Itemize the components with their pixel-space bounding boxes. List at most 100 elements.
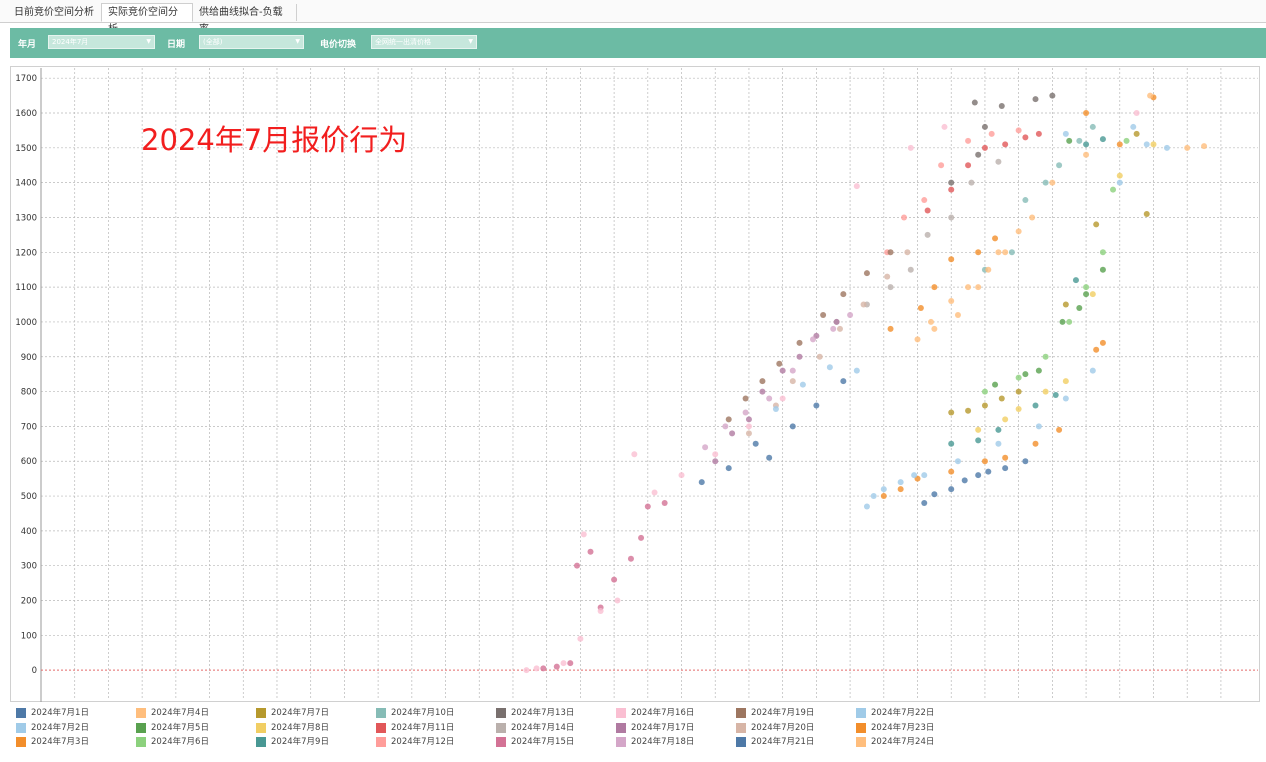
data-point bbox=[995, 440, 1002, 447]
filter-label-price: 电价切换 bbox=[320, 40, 357, 50]
data-point bbox=[887, 249, 894, 256]
data-point bbox=[1083, 141, 1090, 148]
data-point bbox=[914, 336, 921, 343]
price-select[interactable]: 全网统一出清价格 ▼ bbox=[371, 35, 477, 49]
legend-label: 2024年7月11日 bbox=[391, 722, 455, 733]
data-point bbox=[725, 416, 732, 423]
data-point bbox=[1002, 141, 1009, 148]
data-point bbox=[1143, 210, 1150, 217]
data-point bbox=[644, 503, 651, 510]
chart-points bbox=[523, 92, 1208, 674]
data-point bbox=[1022, 134, 1029, 141]
legend-swatch bbox=[496, 722, 506, 733]
data-point bbox=[759, 388, 766, 395]
legend-label: 2024年7月20日 bbox=[751, 722, 815, 733]
tab-actual-space[interactable]: 实际竞价空间分析 bbox=[101, 3, 193, 35]
data-point bbox=[1099, 339, 1106, 346]
data-point bbox=[1099, 266, 1106, 273]
data-point bbox=[971, 99, 978, 106]
data-point bbox=[836, 325, 843, 332]
legend-label: 2024年7月18日 bbox=[631, 737, 695, 747]
data-point bbox=[1022, 371, 1029, 378]
data-point bbox=[975, 437, 982, 444]
y-tick-label: 1400 bbox=[15, 179, 37, 189]
data-point bbox=[1002, 249, 1009, 256]
data-point bbox=[833, 318, 840, 325]
data-point bbox=[1110, 186, 1117, 193]
data-point bbox=[998, 103, 1005, 110]
legend-label: 2024年7月9日 bbox=[271, 737, 329, 747]
data-point bbox=[651, 489, 658, 496]
data-point bbox=[931, 491, 938, 498]
data-point bbox=[1032, 402, 1039, 409]
data-point bbox=[1059, 318, 1066, 325]
legend-label: 2024年7月17日 bbox=[631, 722, 695, 733]
data-point bbox=[954, 311, 961, 318]
legend-swatch bbox=[736, 737, 746, 747]
data-point bbox=[870, 493, 877, 500]
data-point bbox=[627, 555, 634, 562]
data-point bbox=[1116, 172, 1123, 179]
tab-dayahead-space[interactable]: 日前竞价空间分析 bbox=[8, 4, 102, 21]
legend-label: 2024年7月21日 bbox=[751, 737, 815, 747]
data-point bbox=[917, 305, 924, 312]
data-point bbox=[1015, 374, 1022, 381]
data-point bbox=[698, 479, 705, 486]
data-point bbox=[1042, 388, 1049, 395]
data-point bbox=[965, 407, 972, 414]
data-point bbox=[631, 451, 638, 458]
legend-label: 2024年7月2日 bbox=[31, 722, 89, 733]
data-point bbox=[1116, 179, 1123, 186]
data-point bbox=[813, 402, 820, 409]
data-point bbox=[863, 270, 870, 277]
legend-label: 2024年7月3日 bbox=[31, 737, 89, 747]
data-point bbox=[927, 318, 934, 325]
legend-swatch bbox=[736, 708, 746, 718]
y-tick-label: 100 bbox=[21, 631, 37, 641]
chart-title: 2024年7月报价行为 bbox=[141, 123, 407, 157]
month-select[interactable]: 2024年7月 ▼ bbox=[48, 35, 155, 49]
data-point bbox=[1066, 318, 1073, 325]
data-point bbox=[853, 183, 860, 190]
data-point bbox=[863, 503, 870, 510]
legend-label: 2024年7月10日 bbox=[391, 708, 455, 718]
data-point bbox=[1130, 123, 1137, 130]
data-point bbox=[1042, 179, 1049, 186]
y-tick-label: 300 bbox=[21, 562, 37, 572]
data-point bbox=[981, 123, 988, 130]
data-point bbox=[981, 402, 988, 409]
data-point bbox=[820, 311, 827, 318]
data-point bbox=[860, 301, 867, 308]
data-point bbox=[981, 458, 988, 465]
data-point bbox=[961, 477, 968, 484]
legend-label: 2024年7月6日 bbox=[151, 737, 209, 747]
legend-label: 2024年7月7日 bbox=[271, 708, 329, 718]
data-point bbox=[924, 231, 931, 238]
data-point bbox=[948, 440, 955, 447]
data-point bbox=[897, 486, 904, 493]
chart-grid bbox=[40, 68, 1258, 702]
data-point bbox=[729, 430, 736, 437]
data-point bbox=[1123, 137, 1130, 144]
data-point bbox=[638, 534, 645, 541]
data-point bbox=[941, 123, 948, 130]
data-point bbox=[752, 440, 759, 447]
legend-label: 2024年7月15日 bbox=[511, 737, 575, 747]
legend-swatch bbox=[136, 722, 146, 733]
legend-label: 2024年7月19日 bbox=[751, 708, 815, 718]
data-point bbox=[789, 423, 796, 430]
data-point bbox=[998, 395, 1005, 402]
data-point bbox=[702, 444, 709, 451]
data-point bbox=[1032, 440, 1039, 447]
tab-supply-curve-fit[interactable]: 供给曲线拟合-负载率 bbox=[193, 4, 297, 35]
data-point bbox=[816, 353, 823, 360]
y-tick-label: 1600 bbox=[15, 109, 37, 119]
data-point bbox=[1002, 454, 1009, 461]
legend-label: 2024年7月8日 bbox=[271, 722, 329, 733]
data-point bbox=[995, 426, 1002, 433]
legend-label: 2024年7月24日 bbox=[871, 737, 935, 747]
data-point bbox=[1150, 141, 1157, 148]
chart-legend: 2024年7月1日 2024年7月2日 2024年7月3日 2024年7月4日 2024… bbox=[16, 706, 1266, 762]
date-select[interactable]: (全部) ▼ bbox=[199, 35, 304, 49]
data-point bbox=[1062, 301, 1069, 308]
